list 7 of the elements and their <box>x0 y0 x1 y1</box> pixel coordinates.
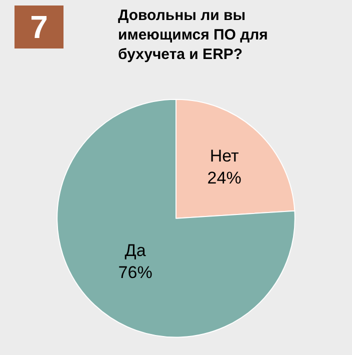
slice-label: Да <box>124 241 146 260</box>
slice-label: Нет <box>210 146 240 166</box>
data-label: 76% <box>118 263 152 282</box>
text: 7 <box>30 9 48 45</box>
pie-slice <box>56 98 296 338</box>
chart-title: Довольны ли вы имеющимся ПО для бухучета и ERP? <box>118 7 268 63</box>
data-label: 24% <box>207 168 242 188</box>
